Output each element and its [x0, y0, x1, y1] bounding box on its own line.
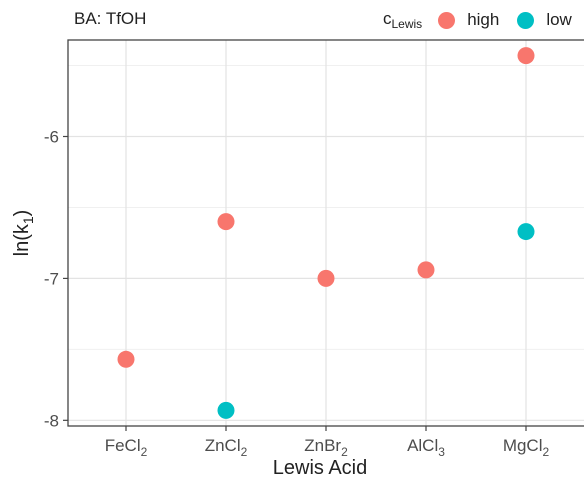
facet-title: BA: TfOH: [74, 9, 147, 28]
data-point-high: [517, 47, 535, 65]
legend-dot-low: [517, 11, 535, 29]
y-tick-label: -8: [44, 411, 59, 430]
data-point-high: [217, 213, 235, 231]
x-tick-label: FeCl2: [105, 436, 148, 459]
legend-title-main: c: [383, 9, 392, 28]
data-point-high: [417, 261, 435, 279]
legend-item-low: low: [517, 10, 572, 30]
legend-item-high: high: [438, 10, 499, 30]
legend-title-sub: Lewis: [391, 17, 423, 31]
y-tick-label: -7: [44, 269, 59, 288]
legend-label-high: high: [467, 10, 500, 29]
panel-border: [67, 39, 584, 427]
legend-title: cLewis: [383, 9, 422, 31]
legend-dot-high: [438, 11, 456, 29]
legend-label-low: low: [546, 10, 572, 29]
data-point-high: [317, 269, 335, 287]
data-point-low: [217, 401, 235, 419]
y-axis-title: ln(k1): [11, 210, 36, 257]
x-tick-label: AlCl3: [407, 436, 445, 459]
x-tick-label: MgCl2: [503, 436, 550, 459]
x-axis-title: Lewis Acid: [273, 457, 368, 479]
x-tick-label: ZnCl2: [205, 436, 248, 459]
x-tick-label: ZnBr2: [304, 436, 348, 459]
legend: cLewis high low: [383, 9, 572, 31]
data-point-high: [117, 350, 135, 368]
data-point-low: [517, 223, 535, 241]
y-tick-label: -6: [44, 128, 59, 147]
